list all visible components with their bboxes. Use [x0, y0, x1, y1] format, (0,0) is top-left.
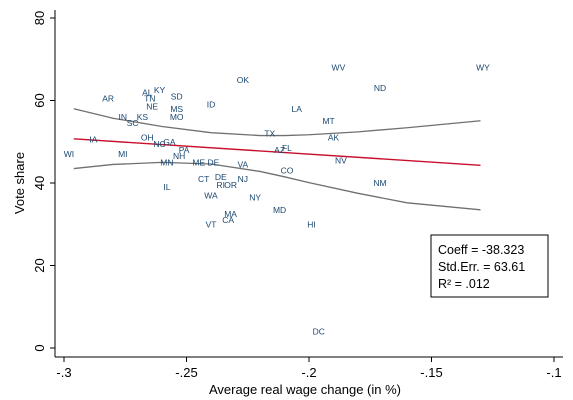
state-point-nc: NC — [153, 139, 165, 149]
state-point-ky: KY — [154, 85, 166, 95]
state-point-il: IL — [163, 182, 170, 192]
state-point-sd: SD — [171, 91, 183, 101]
state-point-me: ME — [192, 157, 205, 167]
y-tick-label: 20 — [32, 258, 47, 272]
state-point-ny: NY — [249, 192, 261, 202]
x-axis-title: Average real wage change (in %) — [209, 382, 401, 397]
state-point-wi: WI — [64, 149, 74, 159]
state-point-pa: PA — [179, 145, 190, 155]
state-point-de: DE — [208, 157, 220, 167]
x-tick-label: -.1 — [546, 365, 561, 380]
state-point-de: DE — [215, 172, 227, 182]
y-tick-label: 60 — [32, 93, 47, 107]
stats-box: Coeff = -38.323 Std.Err. = 63.61 R² = .0… — [430, 234, 549, 298]
state-point-ar: AR — [102, 93, 114, 103]
state-point-ok: OK — [237, 75, 250, 85]
state-point-in: IN — [119, 112, 128, 122]
state-point-md: MD — [273, 205, 286, 215]
stats-coeff: Coeff = -38.323 — [438, 243, 524, 257]
state-point-ms: MS — [170, 104, 183, 114]
state-point-co: CO — [281, 166, 294, 176]
stats-r2: R² = .012 — [438, 277, 490, 291]
x-tick-label: -.15 — [420, 365, 442, 380]
state-point-ak: AK — [328, 133, 340, 143]
stats-stderr: Std.Err. = 63.61 — [438, 260, 525, 274]
y-tick-label: 80 — [32, 11, 47, 25]
x-tick-label: -.2 — [301, 365, 316, 380]
x-axis-ticks: -.3 -.25 -.2 -.15 -.1 — [56, 357, 562, 380]
state-point-wv: WV — [332, 63, 346, 73]
state-point-ri: RI — [217, 180, 226, 190]
state-point-la: LA — [292, 104, 303, 114]
state-point-nj: NJ — [238, 174, 248, 184]
state-point-ma: MA — [224, 209, 237, 219]
state-point-va: VA — [237, 159, 248, 169]
y-axis-title: Vote share — [12, 152, 27, 214]
state-point-mo: MO — [170, 112, 184, 122]
state-point-oh: OH — [141, 133, 154, 143]
x-tick-label: -.25 — [175, 365, 197, 380]
state-point-wy: WY — [476, 63, 490, 73]
stats-box-border — [430, 234, 549, 298]
x-tick-label: -.3 — [56, 365, 71, 380]
state-point-nd: ND — [374, 83, 386, 93]
confidence-band — [73, 108, 481, 211]
state-point-ct: CT — [198, 174, 209, 184]
state-point-dc: DC — [313, 327, 325, 337]
state-point-al: AL — [142, 87, 153, 97]
state-point-nv: NV — [335, 155, 347, 165]
ci-lower-curve — [73, 161, 481, 211]
state-point-wa: WA — [204, 190, 218, 200]
state-point-nm: NM — [373, 178, 386, 188]
state-point-mn: MN — [160, 157, 173, 167]
fit-line — [73, 138, 481, 166]
state-point-or: OR — [224, 180, 237, 190]
state-point-id: ID — [207, 100, 216, 110]
state-point-mt: MT — [322, 116, 334, 126]
state-point-ia: IA — [89, 135, 97, 145]
state-point-ca: CA — [222, 215, 234, 225]
state-point-nh: NH — [173, 151, 185, 161]
state-point-hi: HI — [307, 219, 316, 229]
y-axis-ticks: 0 20 40 60 80 — [32, 11, 55, 352]
ci-upper-curve — [73, 108, 481, 137]
state-point-tx: TX — [264, 129, 275, 139]
state-point-mi: MI — [118, 149, 127, 159]
state-point-az: AZ — [274, 145, 285, 155]
state-point-vt: VT — [206, 219, 217, 229]
y-tick-label: 0 — [32, 344, 47, 351]
state-point-sc: SC — [127, 118, 139, 128]
state-point-fl: FL — [282, 143, 292, 153]
fit-line-layer — [73, 138, 481, 166]
y-tick-label: 40 — [32, 176, 47, 190]
state-point-ks: KS — [137, 112, 149, 122]
state-point-ga: GA — [163, 137, 176, 147]
state-point-ne: NE — [146, 102, 158, 112]
state-point-tn: TN — [144, 93, 155, 103]
